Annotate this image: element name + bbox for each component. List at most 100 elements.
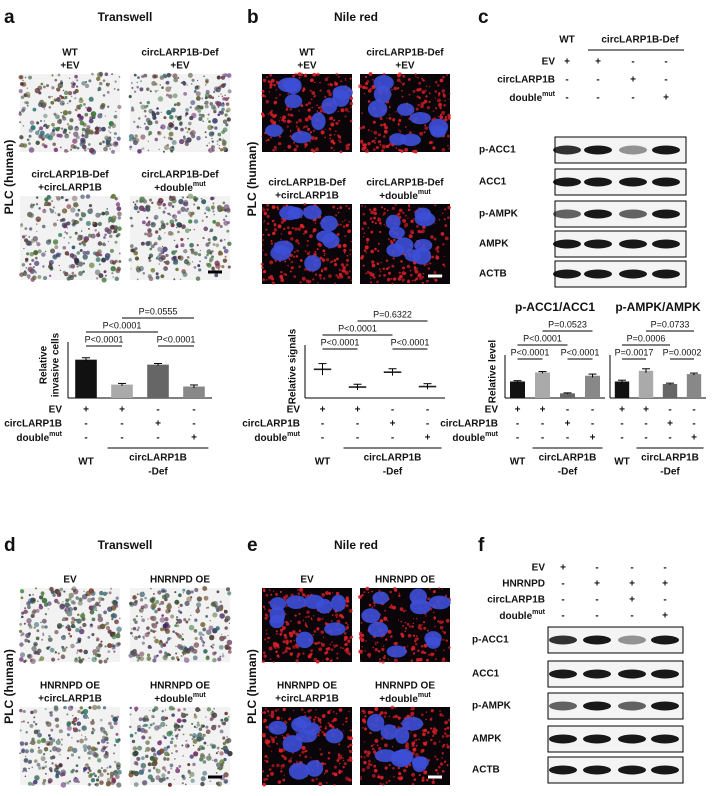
lipid-dot	[273, 228, 278, 232]
cell-speck	[149, 198, 153, 202]
blot-label: ACC1	[479, 177, 507, 188]
image-label: HNRNPD OE	[150, 681, 210, 692]
lipid-dot	[333, 149, 335, 152]
cell-speck	[177, 255, 182, 260]
cell-speck	[129, 601, 135, 607]
cell-speck	[203, 741, 207, 745]
cell-speck	[73, 606, 78, 611]
cell-speck	[193, 628, 198, 633]
cell-speck	[41, 252, 46, 257]
cell-speck	[102, 768, 107, 773]
lipid-dot	[330, 146, 334, 150]
cell-speck	[24, 227, 28, 231]
lipid-dot	[394, 714, 398, 719]
cell-speck	[89, 772, 94, 777]
lipid-dot	[262, 278, 266, 282]
lipid-dot	[418, 738, 420, 741]
image-label: EV	[300, 575, 314, 586]
cell-speck	[197, 253, 202, 257]
cell-speck	[114, 80, 117, 83]
lipid-dot	[395, 147, 398, 150]
nucleus	[411, 756, 429, 769]
cell-speck	[204, 131, 207, 134]
band	[553, 177, 581, 187]
cell-speck	[223, 208, 228, 212]
lipid-dot	[281, 734, 284, 737]
lipid-dot	[441, 630, 444, 632]
lipid-dot	[444, 720, 448, 725]
cell-speck	[178, 764, 182, 768]
group-label: circLARP1B	[641, 453, 699, 464]
lipid-dot	[320, 642, 323, 645]
lipid-dot	[425, 85, 428, 87]
lipid-dot	[318, 243, 322, 248]
cell-speck	[178, 593, 182, 598]
lipid-dot	[262, 244, 264, 246]
lipid-dot	[303, 202, 307, 206]
lipid-dot	[291, 261, 294, 263]
cell-speck	[62, 625, 64, 627]
cell-speck	[203, 649, 208, 654]
cell-speck	[154, 241, 158, 246]
lipid-dot	[282, 651, 285, 655]
lipid-dot	[265, 777, 269, 781]
lipid-dot	[335, 644, 338, 647]
lipid-dot	[373, 768, 378, 773]
lipid-dot	[293, 141, 295, 144]
cell-speck	[151, 112, 157, 117]
lipid-dot	[295, 659, 299, 663]
cell-speck	[149, 597, 155, 603]
treatment-mark: -	[596, 93, 599, 104]
cell-speck	[162, 150, 165, 153]
lipid-dot	[391, 282, 394, 285]
lipid-dot	[327, 76, 329, 79]
cell-speck	[211, 712, 218, 719]
cell-speck	[217, 113, 221, 117]
lipid-dot	[388, 106, 391, 108]
lipid-dot	[369, 217, 373, 221]
lipid-dot	[334, 282, 337, 285]
cell-speck	[174, 218, 178, 222]
lipid-dot	[316, 660, 320, 664]
cell-speck	[23, 93, 27, 97]
lipid-dot	[383, 715, 387, 718]
cell-speck	[215, 762, 221, 768]
cell-speck	[101, 277, 107, 283]
cell-speck	[114, 240, 118, 244]
lipid-dot	[281, 217, 284, 220]
cell-speck	[106, 777, 111, 782]
image-label: WT	[62, 48, 78, 59]
cell-speck	[210, 645, 213, 648]
lipid-dot	[440, 231, 445, 236]
cell-speck	[181, 744, 184, 747]
cell-speck	[140, 80, 142, 83]
cell-speck	[82, 262, 86, 265]
cell-speck	[44, 772, 47, 775]
cell-speck	[163, 116, 167, 120]
lipid-dot	[413, 149, 418, 154]
lipid-dot	[304, 230, 308, 234]
treatment-mark: -	[620, 419, 623, 430]
cell-speck	[190, 100, 196, 106]
lipid-dot	[319, 256, 323, 260]
lipid-dot	[290, 113, 294, 117]
lipid-dot	[324, 128, 326, 131]
lipid-dot	[442, 118, 445, 120]
cell-speck	[42, 265, 45, 268]
lipid-dot	[275, 632, 278, 635]
cell-speck	[134, 203, 137, 206]
cell-speck	[100, 767, 103, 770]
cell-speck	[155, 621, 159, 625]
cell-speck	[60, 738, 63, 741]
lipid-dot	[344, 648, 348, 653]
cell-speck	[185, 713, 189, 716]
lipid-dot	[430, 738, 433, 742]
cell-speck	[132, 201, 135, 204]
lipid-dot	[434, 90, 438, 93]
micrograph	[260, 72, 354, 154]
cell-speck	[189, 776, 191, 779]
lipid-dot	[271, 277, 275, 281]
cell-speck	[227, 591, 232, 596]
cell-speck	[215, 771, 218, 774]
cell-speck	[42, 102, 47, 107]
